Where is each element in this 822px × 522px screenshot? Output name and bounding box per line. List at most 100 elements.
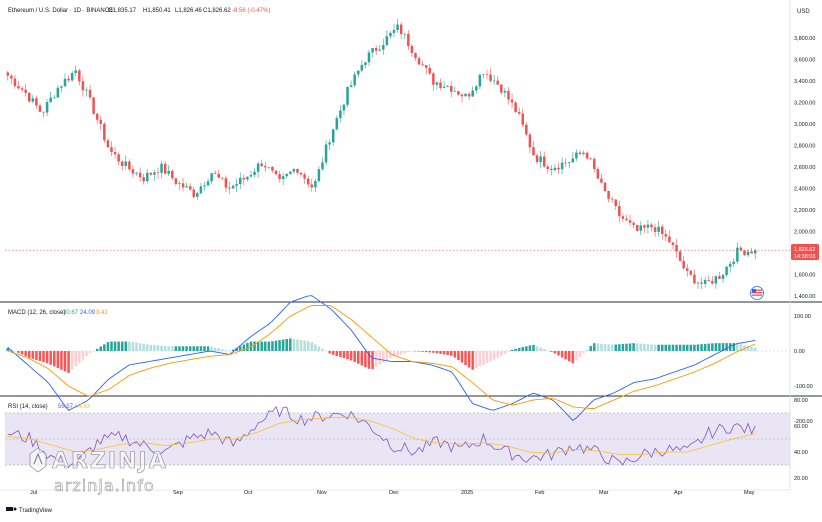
macd-histogram-bar	[646, 344, 650, 351]
candle	[721, 273, 725, 283]
macd-histogram-bar	[514, 348, 517, 351]
price-tick-label: 2,000.00	[794, 230, 815, 236]
macd-histogram-bar	[632, 343, 635, 351]
macd-label[interactable]: MACD (12, 26, close)	[8, 310, 65, 316]
candle	[621, 213, 625, 223]
rsi-tick-label: 20.00	[794, 476, 808, 482]
time-axis[interactable]: Jul Sep Oct Nov Dec 2025 Feb Mar Apr May	[30, 490, 755, 496]
macd-histogram-bar	[235, 347, 238, 351]
macd-axis[interactable]: 100.00 0.00 -100.00 -200.00	[794, 314, 813, 425]
macd-histogram-bar	[657, 344, 660, 351]
candle	[414, 52, 417, 62]
macd-histogram-bar	[385, 351, 389, 361]
candle	[525, 122, 528, 137]
us-flag-icon[interactable]	[750, 286, 764, 300]
candle	[482, 74, 485, 79]
candle	[120, 160, 124, 171]
candle	[103, 122, 106, 143]
macd-histogram-bar	[299, 340, 303, 351]
price-tick-label: 3,000.00	[794, 122, 815, 128]
candle	[607, 190, 610, 203]
price-axis[interactable]: 3,800.00 3,600.00 3,400.00 3,200.00 3,000.00…	[794, 36, 815, 300]
macd-histogram-bar	[142, 343, 145, 351]
macd-histogram-bar	[35, 351, 38, 360]
macd-histogram-bar	[714, 343, 718, 351]
macd-histogram-bar	[728, 343, 732, 351]
macd-histogram-bar	[492, 351, 496, 360]
macd-histogram-bar	[696, 344, 700, 351]
macd-histogram-bar	[711, 343, 714, 351]
macd-histogram-bar	[553, 351, 557, 354]
symbol-title[interactable]: Ethereum / U.S. Dollar · 1D · BINANCE	[8, 8, 113, 14]
candle	[446, 85, 449, 87]
currency-label[interactable]: USD	[797, 9, 810, 15]
macd-histogram-bar	[74, 351, 77, 367]
candle	[453, 86, 457, 92]
candle	[410, 43, 414, 58]
candle	[625, 214, 628, 222]
candle	[728, 261, 732, 273]
candle	[693, 269, 696, 285]
macd-histogram-bar	[217, 348, 221, 351]
macd-histogram-bar	[310, 342, 314, 351]
candle	[56, 85, 60, 98]
macd-histogram-bar	[489, 351, 492, 362]
macd-histogram-bar	[736, 343, 739, 351]
macd-histogram-bar	[607, 344, 610, 351]
candle	[10, 73, 13, 85]
macd-line	[7, 295, 756, 421]
rsi-tick-label: 40.00	[794, 450, 808, 456]
candle	[271, 166, 274, 173]
candle	[192, 186, 196, 199]
candle	[27, 92, 31, 103]
candle	[492, 74, 496, 86]
macd-histogram-bar	[38, 351, 42, 362]
candle	[389, 31, 392, 39]
macd-histogram-bar	[428, 351, 432, 353]
macd-histogram-bar	[6, 347, 10, 351]
macd-tick-label: -200.00	[794, 419, 813, 425]
candle	[682, 255, 685, 271]
tradingview-logo[interactable]: TradingView	[6, 507, 53, 514]
macd-histogram-bar	[689, 344, 693, 351]
price-tick-label: 1,600.00	[794, 273, 815, 279]
time-tick-label: Oct	[244, 490, 253, 496]
candle	[13, 74, 17, 89]
candle	[632, 221, 635, 229]
watermark: ARZINJA arzinja.info	[29, 447, 166, 495]
macd-histogram-bar	[582, 351, 585, 354]
macd-histogram-bar	[264, 341, 267, 351]
macd-histogram-bar	[260, 341, 263, 351]
candle	[20, 86, 24, 93]
macd-histogram-bar	[321, 348, 324, 351]
candle	[339, 105, 342, 123]
macd-histogram-bar	[575, 351, 578, 361]
candle	[78, 68, 81, 86]
macd-value-signal: 3.42	[96, 310, 108, 316]
macd-histogram-bar	[392, 351, 396, 357]
candle	[753, 248, 757, 260]
macd-histogram-bar	[707, 343, 710, 351]
price-tick-label: 3,800.00	[794, 36, 815, 42]
time-tick-label: Sep	[173, 490, 183, 496]
macd-histogram-bar	[335, 351, 339, 356]
rsi-label[interactable]: RSI (14, close)	[8, 404, 48, 410]
rsi-axis[interactable]: 80.00 60.00 40.00 20.00	[794, 398, 808, 482]
candle	[650, 222, 653, 232]
macd-histogram-bar	[135, 342, 138, 351]
candle	[671, 241, 675, 250]
candle	[285, 173, 288, 179]
candle	[471, 86, 474, 98]
candle	[382, 38, 385, 55]
candles	[6, 18, 757, 290]
macd-histogram-bar	[618, 344, 621, 351]
candle	[421, 61, 424, 67]
candle	[367, 49, 371, 66]
candle	[317, 166, 321, 183]
macd-histogram-bar	[85, 351, 88, 357]
time-tick-label: Feb	[535, 490, 544, 496]
macd-histogram-bar	[45, 351, 49, 364]
macd-histogram-bar	[517, 347, 521, 351]
candle	[374, 45, 378, 56]
